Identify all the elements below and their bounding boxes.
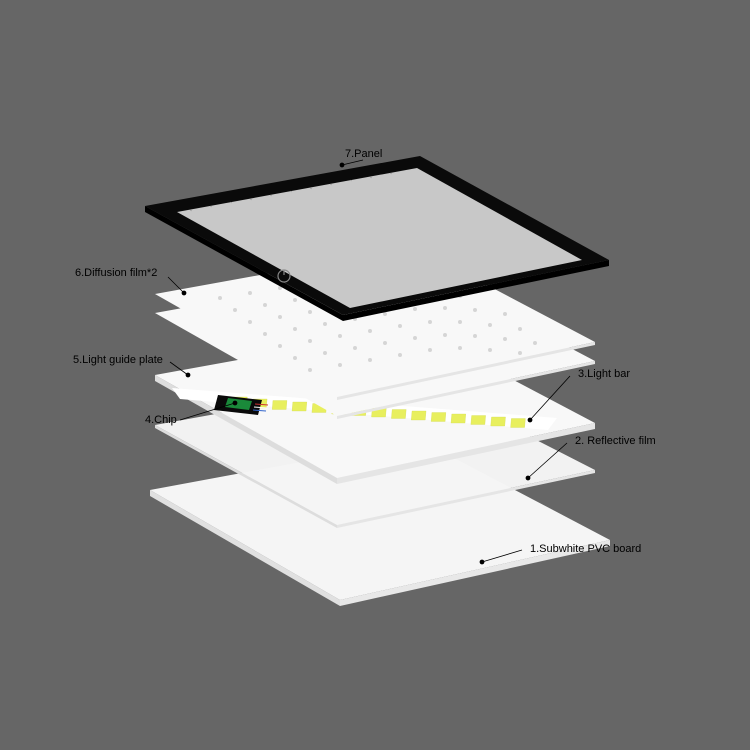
label-reflective: 2. Reflective film: [575, 435, 656, 447]
label-light-bar: 3.Light bar: [578, 368, 630, 380]
label-diffusion: 6.Diffusion film*2: [75, 267, 157, 279]
label-pvc: 1.Subwhite PVC board: [530, 543, 641, 555]
label-chip: 4.Chip: [145, 414, 177, 426]
exploded-diagram: [0, 0, 750, 750]
label-light-guide: 5.Light guide plate: [73, 354, 163, 366]
label-panel: 7.Panel: [345, 148, 382, 160]
